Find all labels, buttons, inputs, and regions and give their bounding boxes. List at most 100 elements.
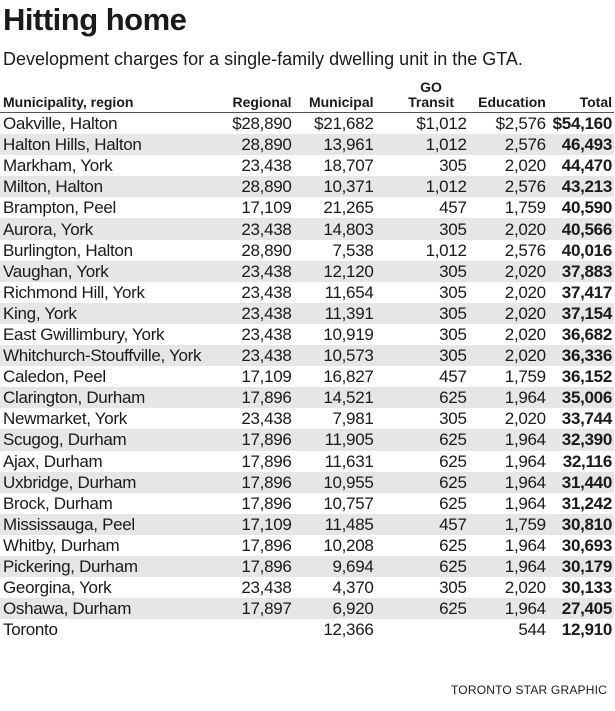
municipal-cell: 10,955 [293, 471, 376, 493]
regional-cell: 23,438 [224, 345, 294, 367]
municipal-cell: 11,905 [293, 429, 376, 451]
total-cell: 30,133 [561, 578, 613, 598]
education-cell: 2,020 [504, 156, 546, 176]
table-row: Whitchurch-Stouffville, York 23,438 10,573… [0, 345, 614, 367]
go-transit-cell: 305 [439, 578, 467, 598]
header-go-transit-label: GO Transit [408, 79, 455, 110]
table-row: Georgina, York 23,438 4,370 305 2,020 30,133 [0, 577, 614, 598]
municipality-cell: Georgina, York [3, 578, 112, 598]
municipal-cell: 18,707 [323, 156, 374, 176]
education-cell: 544 [518, 620, 546, 640]
total-cell: 35,006 [547, 387, 614, 409]
regional-cell: 17,896 [224, 387, 294, 409]
total-cell: 31,242 [561, 493, 613, 513]
total-cell: 36,682 [561, 324, 613, 344]
total-cell: 37,417 [561, 282, 613, 302]
development-charges-table: Municipality, region Regional Municipal … [0, 76, 614, 640]
total-cell: 31,440 [547, 471, 614, 493]
municipal-cell: $21,682 [314, 114, 374, 134]
municipal-cell: 6,920 [293, 598, 376, 620]
municipality-cell: Aurora, York [0, 218, 225, 240]
total-cell: 44,470 [561, 156, 613, 176]
education-cell: 2,020 [468, 260, 548, 282]
go-transit-cell: 625 [439, 451, 467, 471]
table-row: Oakville, Halton $28,890 $21,682 $1,012 $2,5… [0, 113, 614, 135]
table-row: Scugog, Durham 17,896 11,905 625 1,964 32,390 [0, 429, 614, 451]
table-row: Pickering, Durham 17,896 9,694 625 1,964 30,1… [0, 555, 614, 578]
municipal-cell: 14,521 [293, 387, 376, 409]
header-municipality: Municipality, region [0, 76, 225, 113]
municipal-cell: 10,371 [293, 176, 376, 198]
municipal-cell: 11,485 [293, 513, 376, 535]
table-row: Halton Hills, Halton 28,890 13,961 1,012 2,5… [0, 134, 614, 156]
go-transit-cell: 1,012 [375, 134, 469, 156]
regional-cell: 17,109 [241, 367, 292, 387]
table-row: Vaughan, York 23,438 12,120 305 2,020 37,883 [0, 260, 614, 282]
table-row: Caledon, Peel 17,109 16,827 457 1,759 36,152 [0, 366, 614, 387]
education-cell: 1,964 [468, 598, 548, 620]
education-cell: 1,964 [468, 471, 548, 493]
regional-cell: 17,896 [241, 493, 292, 513]
table-row: Burlington, Halton 28,890 7,538 1,012 2,576 4… [0, 240, 614, 261]
header-regional: Regional [224, 76, 294, 113]
header-go-transit: GO Transit [375, 76, 469, 113]
regional-cell: 17,896 [224, 471, 294, 493]
municipality-cell: Brock, Durham [3, 493, 113, 513]
regional-cell: 17,109 [224, 513, 294, 535]
total-cell: 32,390 [547, 429, 614, 451]
total-cell: 36,152 [561, 367, 613, 387]
municipal-cell: 11,631 [324, 451, 374, 471]
total-cell: 32,116 [562, 451, 613, 471]
education-cell: 1,964 [504, 535, 546, 555]
total-cell: 27,405 [547, 598, 614, 620]
regional-cell: 23,438 [224, 260, 294, 282]
education-cell: 2,576 [468, 134, 548, 156]
municipal-cell: 11,391 [293, 302, 376, 324]
municipal-cell: 4,370 [332, 578, 374, 598]
regional-cell: 23,438 [241, 578, 292, 598]
regional-cell: 23,438 [224, 218, 294, 240]
go-transit-cell: 625 [439, 493, 467, 513]
total-cell: $54,160 [552, 114, 613, 134]
table-row: Clarington, Durham 17,896 14,521 625 1,964 35… [0, 387, 614, 409]
subtitle: Development charges for a single-family … [3, 49, 523, 69]
municipality-cell: Whitchurch-Stouffville, York [0, 345, 225, 367]
go-transit-cell: $1,012 [416, 114, 467, 134]
municipality-cell: King, York [0, 302, 225, 324]
municipal-cell: 10,919 [323, 324, 374, 344]
regional-cell: 17,896 [224, 555, 294, 578]
municipality-cell: Pickering, Durham [0, 555, 225, 578]
education-cell: 2,020 [468, 345, 548, 367]
regional-cell: 17,896 [241, 451, 292, 471]
municipal-cell: 13,961 [293, 134, 376, 156]
education-cell: 1,964 [504, 493, 546, 513]
regional-cell: 28,890 [224, 134, 294, 156]
go-transit-cell: 457 [439, 198, 467, 218]
municipality-cell: Caledon, Peel [3, 367, 106, 387]
education-cell: 2,020 [468, 218, 548, 240]
total-cell: 40,566 [547, 218, 614, 240]
go-transit-cell: 305 [375, 260, 469, 282]
municipality-cell: Oshawa, Durham [0, 598, 225, 620]
education-cell: 1,964 [468, 555, 548, 578]
municipality-cell: Burlington, Halton [3, 240, 133, 260]
municipality-cell: Markham, York [3, 156, 113, 176]
total-cell: 30,179 [547, 555, 614, 578]
education-cell: 1,964 [504, 451, 546, 471]
total-cell: 40,590 [561, 198, 613, 218]
table-header-row: Municipality, region Regional Municipal … [0, 76, 614, 113]
municipal-cell: 12,366 [323, 620, 374, 640]
go-transit-cell: 457 [439, 367, 467, 387]
education-cell: 1,759 [468, 513, 548, 535]
go-transit-cell: 1,012 [425, 240, 467, 260]
municipality-cell: Vaughan, York [0, 260, 225, 282]
table-row: King, York 23,438 11,391 305 2,020 37,154 [0, 302, 614, 324]
education-cell: 1,759 [504, 367, 546, 387]
table-row: Toronto 12,366 544 12,910 [0, 619, 614, 640]
table-row: Brampton, Peel 17,109 21,265 457 1,759 40,590 [0, 197, 614, 218]
municipal-cell: 21,265 [323, 198, 374, 218]
municipality-cell: Brampton, Peel [3, 198, 116, 218]
regional-cell [225, 619, 294, 640]
education-cell: 1,964 [468, 387, 548, 409]
table-row: Brock, Durham 17,896 10,757 625 1,964 31,242 [0, 493, 614, 514]
